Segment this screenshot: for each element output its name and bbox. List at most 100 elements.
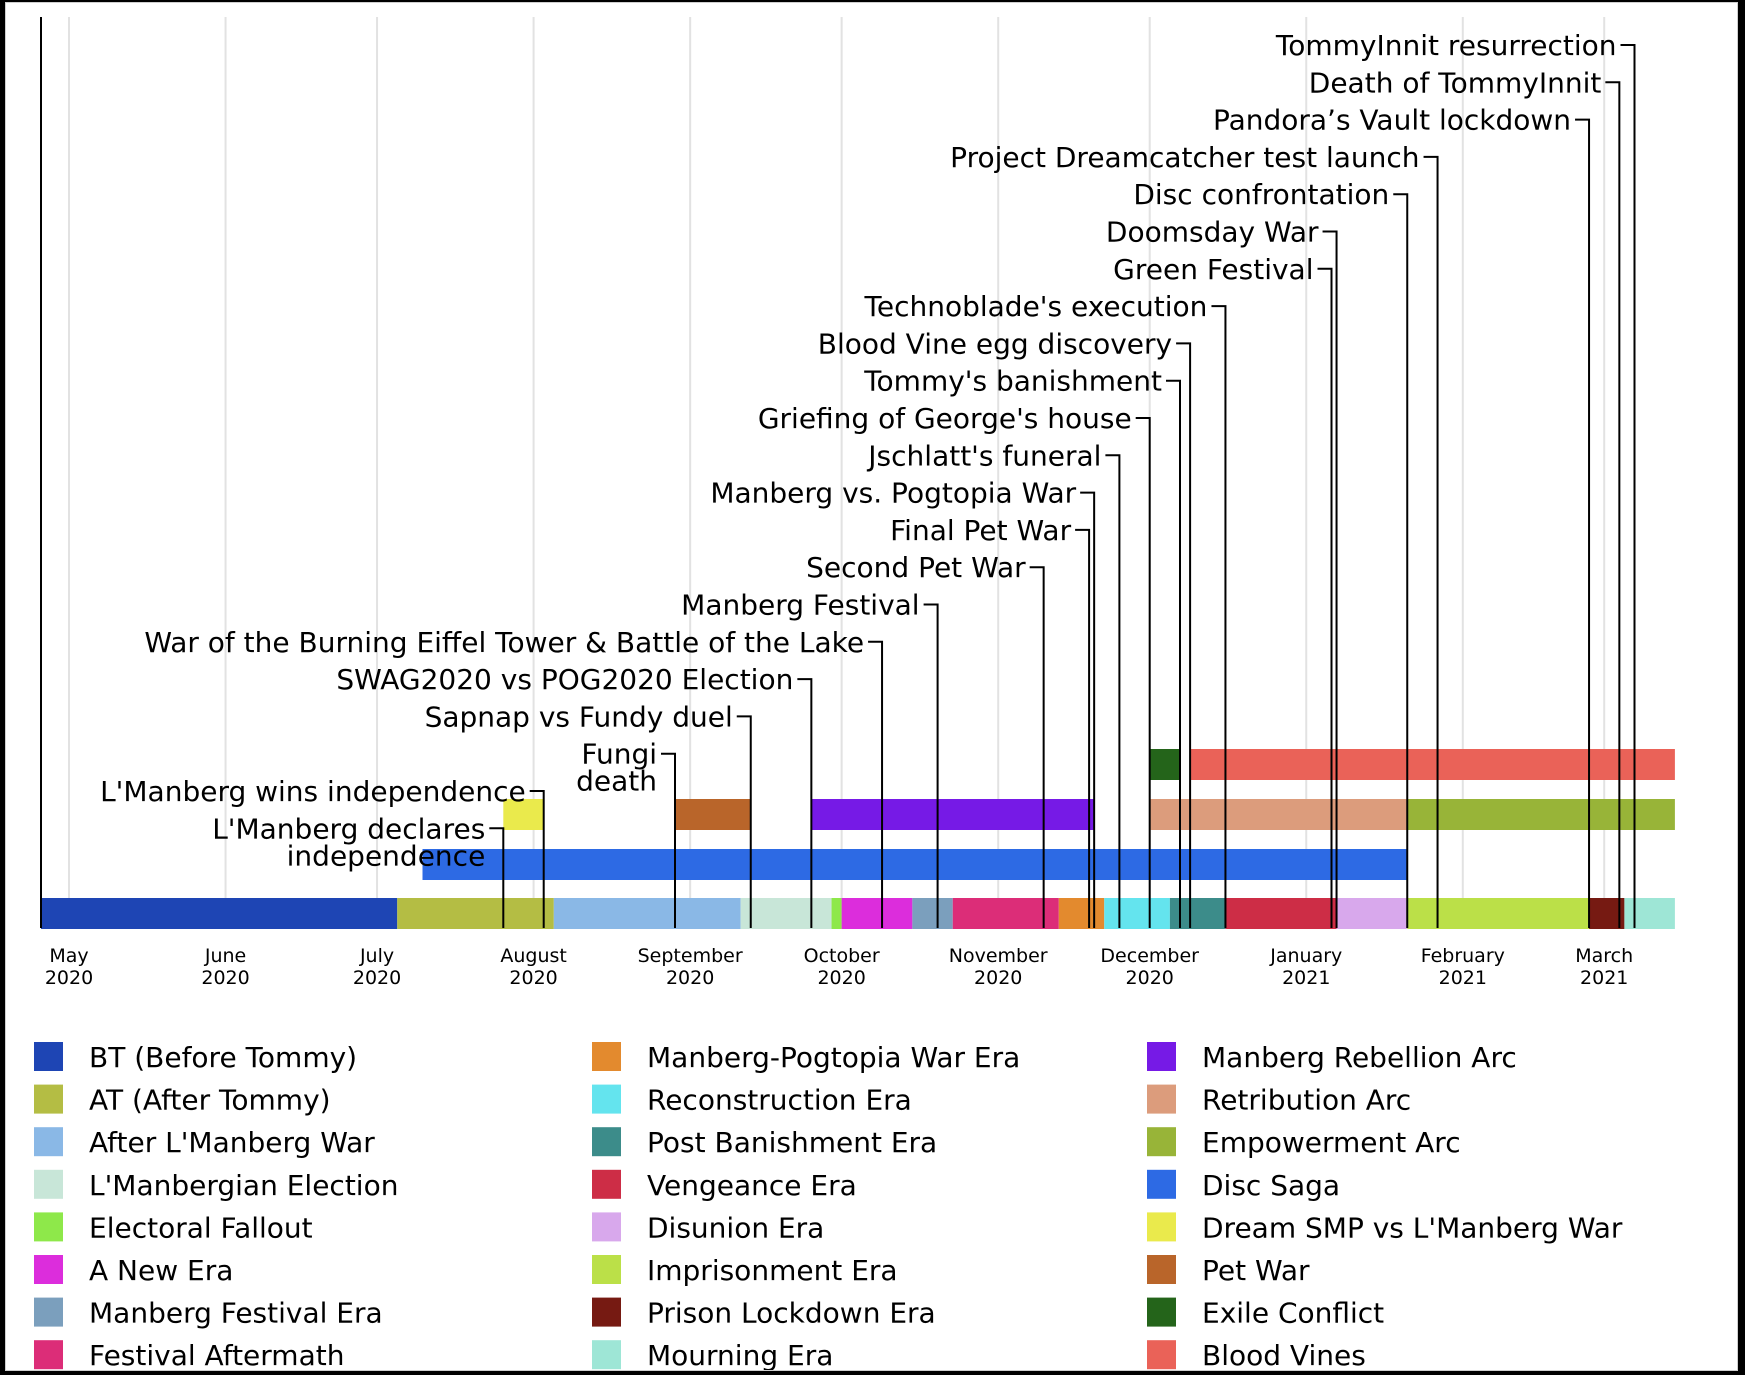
legend-label-disunion-era: Disunion Era (647, 1211, 824, 1244)
legend-label-exile-conflict: Exile Conflict (1202, 1297, 1384, 1330)
legend-label-dream-smp-vs-l-manberg-war: Dream SMP vs L'Manberg War (1202, 1211, 1623, 1244)
legend-label-manberg-festival-era: Manberg Festival Era (89, 1297, 383, 1330)
event-manberg-vs-pogtopia-war-leader (1080, 491, 1096, 928)
legend-swatch-manberg-pogtopia-war-era (592, 1042, 621, 1071)
event-technoblade-s-execution-leader (1211, 305, 1227, 928)
legend-swatch-mourning-era (592, 1340, 621, 1370)
event-final-pet-war-label: Final Pet War (890, 514, 1071, 547)
tick-year: 2020 (45, 967, 93, 989)
legend-swatch-post-banishment-era (592, 1127, 621, 1157)
tick-year: 2021 (1439, 967, 1487, 989)
tick-month: January (1269, 945, 1342, 967)
era-bar-reconstruction-era (1104, 898, 1170, 929)
legend-swatch-prison-lockdown-era (592, 1297, 621, 1327)
event-project-dreamcatcher-test-launch-label: Project Dreamcatcher test launch (950, 141, 1419, 174)
event-war-of-the-burning-eiffel-tower-battle-of-the-lake-leader (868, 640, 884, 928)
event-technoblade-s-execution-label: Technoblade's execution (864, 290, 1208, 323)
event-manberg-festival-leader (923, 603, 939, 928)
event-label-line: Death of TommyInnit (1309, 66, 1602, 99)
event-fungi-death-label: Fungi death (576, 738, 657, 798)
event-pandora-s-vault-lockdown-label: Pandora’s Vault lockdown (1213, 104, 1571, 137)
event-death-of-tommyinnit-leader (1605, 81, 1621, 928)
tick-month: November (949, 945, 1048, 967)
era-bar-vengeance-era (1225, 898, 1337, 929)
event-l-manberg-declares-independence-leader (489, 827, 505, 928)
tick-month: August (500, 945, 567, 967)
legend-label-after-l-manberg-war: After L'Manberg War (89, 1126, 375, 1159)
tick-month: February (1421, 945, 1505, 967)
event-doomsday-war-leader (1322, 230, 1338, 928)
event-jschlatt-s-funeral-leader (1105, 454, 1121, 928)
arc-bar-exile-conflict (1149, 749, 1180, 780)
event-label-line: Pandora’s Vault lockdown (1213, 104, 1571, 137)
legend-label-blood-vines: Blood Vines (1202, 1339, 1366, 1370)
tick-year: 2020 (353, 967, 401, 989)
event-swag2020-vs-pog2020-election-label: SWAG2020 vs POG2020 Election (336, 663, 793, 696)
legend-swatch-blood-vines (1147, 1340, 1176, 1370)
arc-bar-manberg-rebellion-arc (811, 799, 1095, 830)
legend-label-electoral-fallout: Electoral Fallout (89, 1211, 313, 1244)
event-label-line: Second Pet War (806, 551, 1026, 584)
tick-year: 2020 (509, 967, 557, 989)
event-doomsday-war-label: Doomsday War (1106, 216, 1319, 249)
event-sapnap-vs-fundy-duel-label: Sapnap vs Fundy duel (425, 700, 733, 733)
event-manberg-vs-pogtopia-war-label: Manberg vs. Pogtopia War (710, 477, 1076, 510)
timeline-chart: May2020June2020July2020August2020Septemb… (34, 17, 1675, 1370)
legend-label-l-manbergian-election: L'Manbergian Election (89, 1169, 398, 1202)
legend-swatch-l-manbergian-election (34, 1169, 63, 1199)
era-bar-after-l-manberg-war (553, 898, 741, 929)
legend-label-mourning-era: Mourning Era (647, 1339, 833, 1370)
legend-swatch-a-new-era (34, 1255, 63, 1284)
legend-label-empowerment-arc: Empowerment Arc (1202, 1126, 1461, 1159)
tick-year: 2020 (1126, 967, 1174, 989)
event-green-festival-label: Green Festival (1113, 253, 1313, 286)
event-tommyinnit-resurrection-label: TommyInnit resurrection (1275, 29, 1617, 62)
era-bar-post-banishment-era (1169, 898, 1226, 929)
event-label-line: Doomsday War (1106, 216, 1319, 249)
era-bar-disunion-era (1336, 898, 1408, 929)
event-blood-vine-egg-discovery-label: Blood Vine egg discovery (818, 327, 1172, 360)
legend-swatch-exile-conflict (1147, 1297, 1176, 1327)
tick-year: 2020 (974, 967, 1022, 989)
era-bar-bt-before-tommy (41, 898, 398, 929)
chart-frame: May 2020 June 2020 July 2020 August 2020 Septemb… (5, 2, 1738, 1371)
legend-swatch-after-l-manberg-war (34, 1127, 63, 1157)
arc-bars (422, 749, 1675, 880)
tick-month: March (1575, 945, 1633, 967)
legend-swatch-festival-aftermath (34, 1340, 63, 1370)
arc-bar-dream-smp-vs-l-manberg-war (503, 799, 544, 830)
event-second-pet-war-label: Second Pet War (806, 551, 1026, 584)
legend-swatch-disc-saga (1147, 1169, 1176, 1199)
arc-bar-retribution-arc (1149, 799, 1408, 830)
tick-month: September (638, 945, 743, 967)
event-label-line: Technoblade's execution (864, 290, 1208, 323)
era-bar-electoral-fallout (831, 898, 842, 929)
event-l-manberg-wins-independence-leader (529, 790, 545, 928)
era-bar-mourning-era (1624, 898, 1675, 929)
legend-label-reconstruction-era: Reconstruction Era (647, 1084, 912, 1117)
event-label-line: Blood Vine egg discovery (818, 327, 1172, 360)
tick-year: 2021 (1282, 967, 1330, 989)
legend-label-bt-before-tommy: BT (Before Tommy) (89, 1041, 357, 1074)
legend-swatch-reconstruction-era (592, 1084, 621, 1114)
tick-month: May (49, 945, 88, 967)
event-griefing-of-george-s-house-label: Griefing of George's house (758, 402, 1132, 435)
event-final-pet-war-leader (1075, 528, 1091, 928)
era-bar-manberg-festival-era (912, 898, 953, 929)
event-label-line: Sapnap vs Fundy duel (425, 700, 733, 733)
event-war-of-the-burning-eiffel-tower-battle-of-the-lake-label: War of the Burning Eiffel Tower & Battle… (144, 626, 864, 659)
tick-month: July (359, 945, 394, 967)
event-jschlatt-s-funeral-label: Jschlatt's funeral (866, 439, 1101, 472)
legend-label-pet-war: Pet War (1202, 1254, 1310, 1287)
event-blood-vine-egg-discovery-leader (1176, 342, 1192, 928)
event-label-line: Manberg Festival (681, 589, 919, 622)
legend-swatch-manberg-festival-era (34, 1297, 63, 1327)
legend-label-festival-aftermath: Festival Aftermath (89, 1339, 344, 1370)
event-label-line: SWAG2020 vs POG2020 Election (336, 663, 793, 696)
event-label-line: Manberg vs. Pogtopia War (710, 477, 1076, 510)
tick-month: December (1100, 945, 1199, 967)
event-label-line: Project Dreamcatcher test launch (950, 141, 1419, 174)
legend-label-disc-saga: Disc Saga (1202, 1169, 1340, 1202)
event-label-line: War of the Burning Eiffel Tower & Battle… (144, 626, 864, 659)
tick-year: 2021 (1580, 967, 1628, 989)
